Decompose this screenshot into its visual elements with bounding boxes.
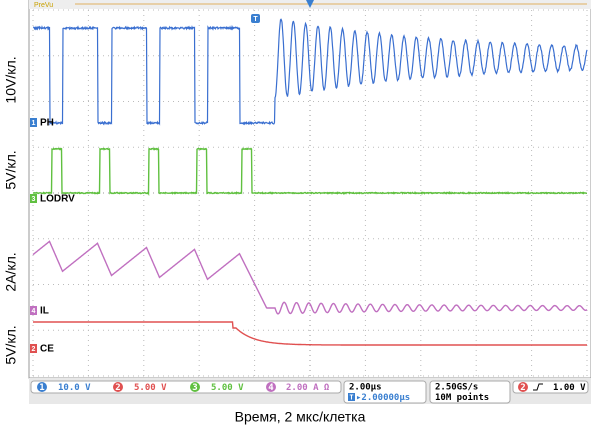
record-length: 10M points xyxy=(435,392,489,403)
sample-rate: 2.50GS/s xyxy=(435,383,478,393)
y-label: 10V/кл. xyxy=(3,56,19,103)
trigger-level: 1.00 V xyxy=(553,383,586,393)
scale-channel: 4 xyxy=(268,383,274,393)
scale-value: 10.0 V xyxy=(58,383,91,393)
scale-value: 5.00 V xyxy=(211,383,244,393)
scale-channel: 1 xyxy=(39,383,44,393)
channel-marker: 3 xyxy=(32,196,36,203)
channel-label: LODRV xyxy=(40,194,75,205)
channel-label: IL xyxy=(40,306,49,317)
scale-channel: 3 xyxy=(192,383,197,393)
scale-channel: 2 xyxy=(115,383,120,393)
trigger-position: ▸2.00000µs xyxy=(356,393,410,403)
trigger-marker: T xyxy=(253,16,258,23)
caption: Время, 2 мкс/клетка xyxy=(235,409,366,425)
trigger-icon: T xyxy=(349,394,353,402)
scale-value: 5.00 V xyxy=(134,383,167,393)
channel-marker: 1 xyxy=(32,120,36,127)
scale-value: 2.00 A Ω xyxy=(286,383,330,393)
timebase: 2.00µs xyxy=(349,383,382,393)
channel-label: PH xyxy=(40,118,54,129)
channel-label: CE xyxy=(40,344,54,355)
y-label: 5V/кл. xyxy=(3,325,19,364)
channel-marker: 4 xyxy=(32,308,36,315)
mode-label: PreVu xyxy=(34,2,53,9)
y-label: 5V/кл. xyxy=(3,150,19,189)
y-label: 2A/кл. xyxy=(3,252,19,291)
channel-marker: 2 xyxy=(32,346,36,353)
trigger-source: 2 xyxy=(520,383,525,393)
